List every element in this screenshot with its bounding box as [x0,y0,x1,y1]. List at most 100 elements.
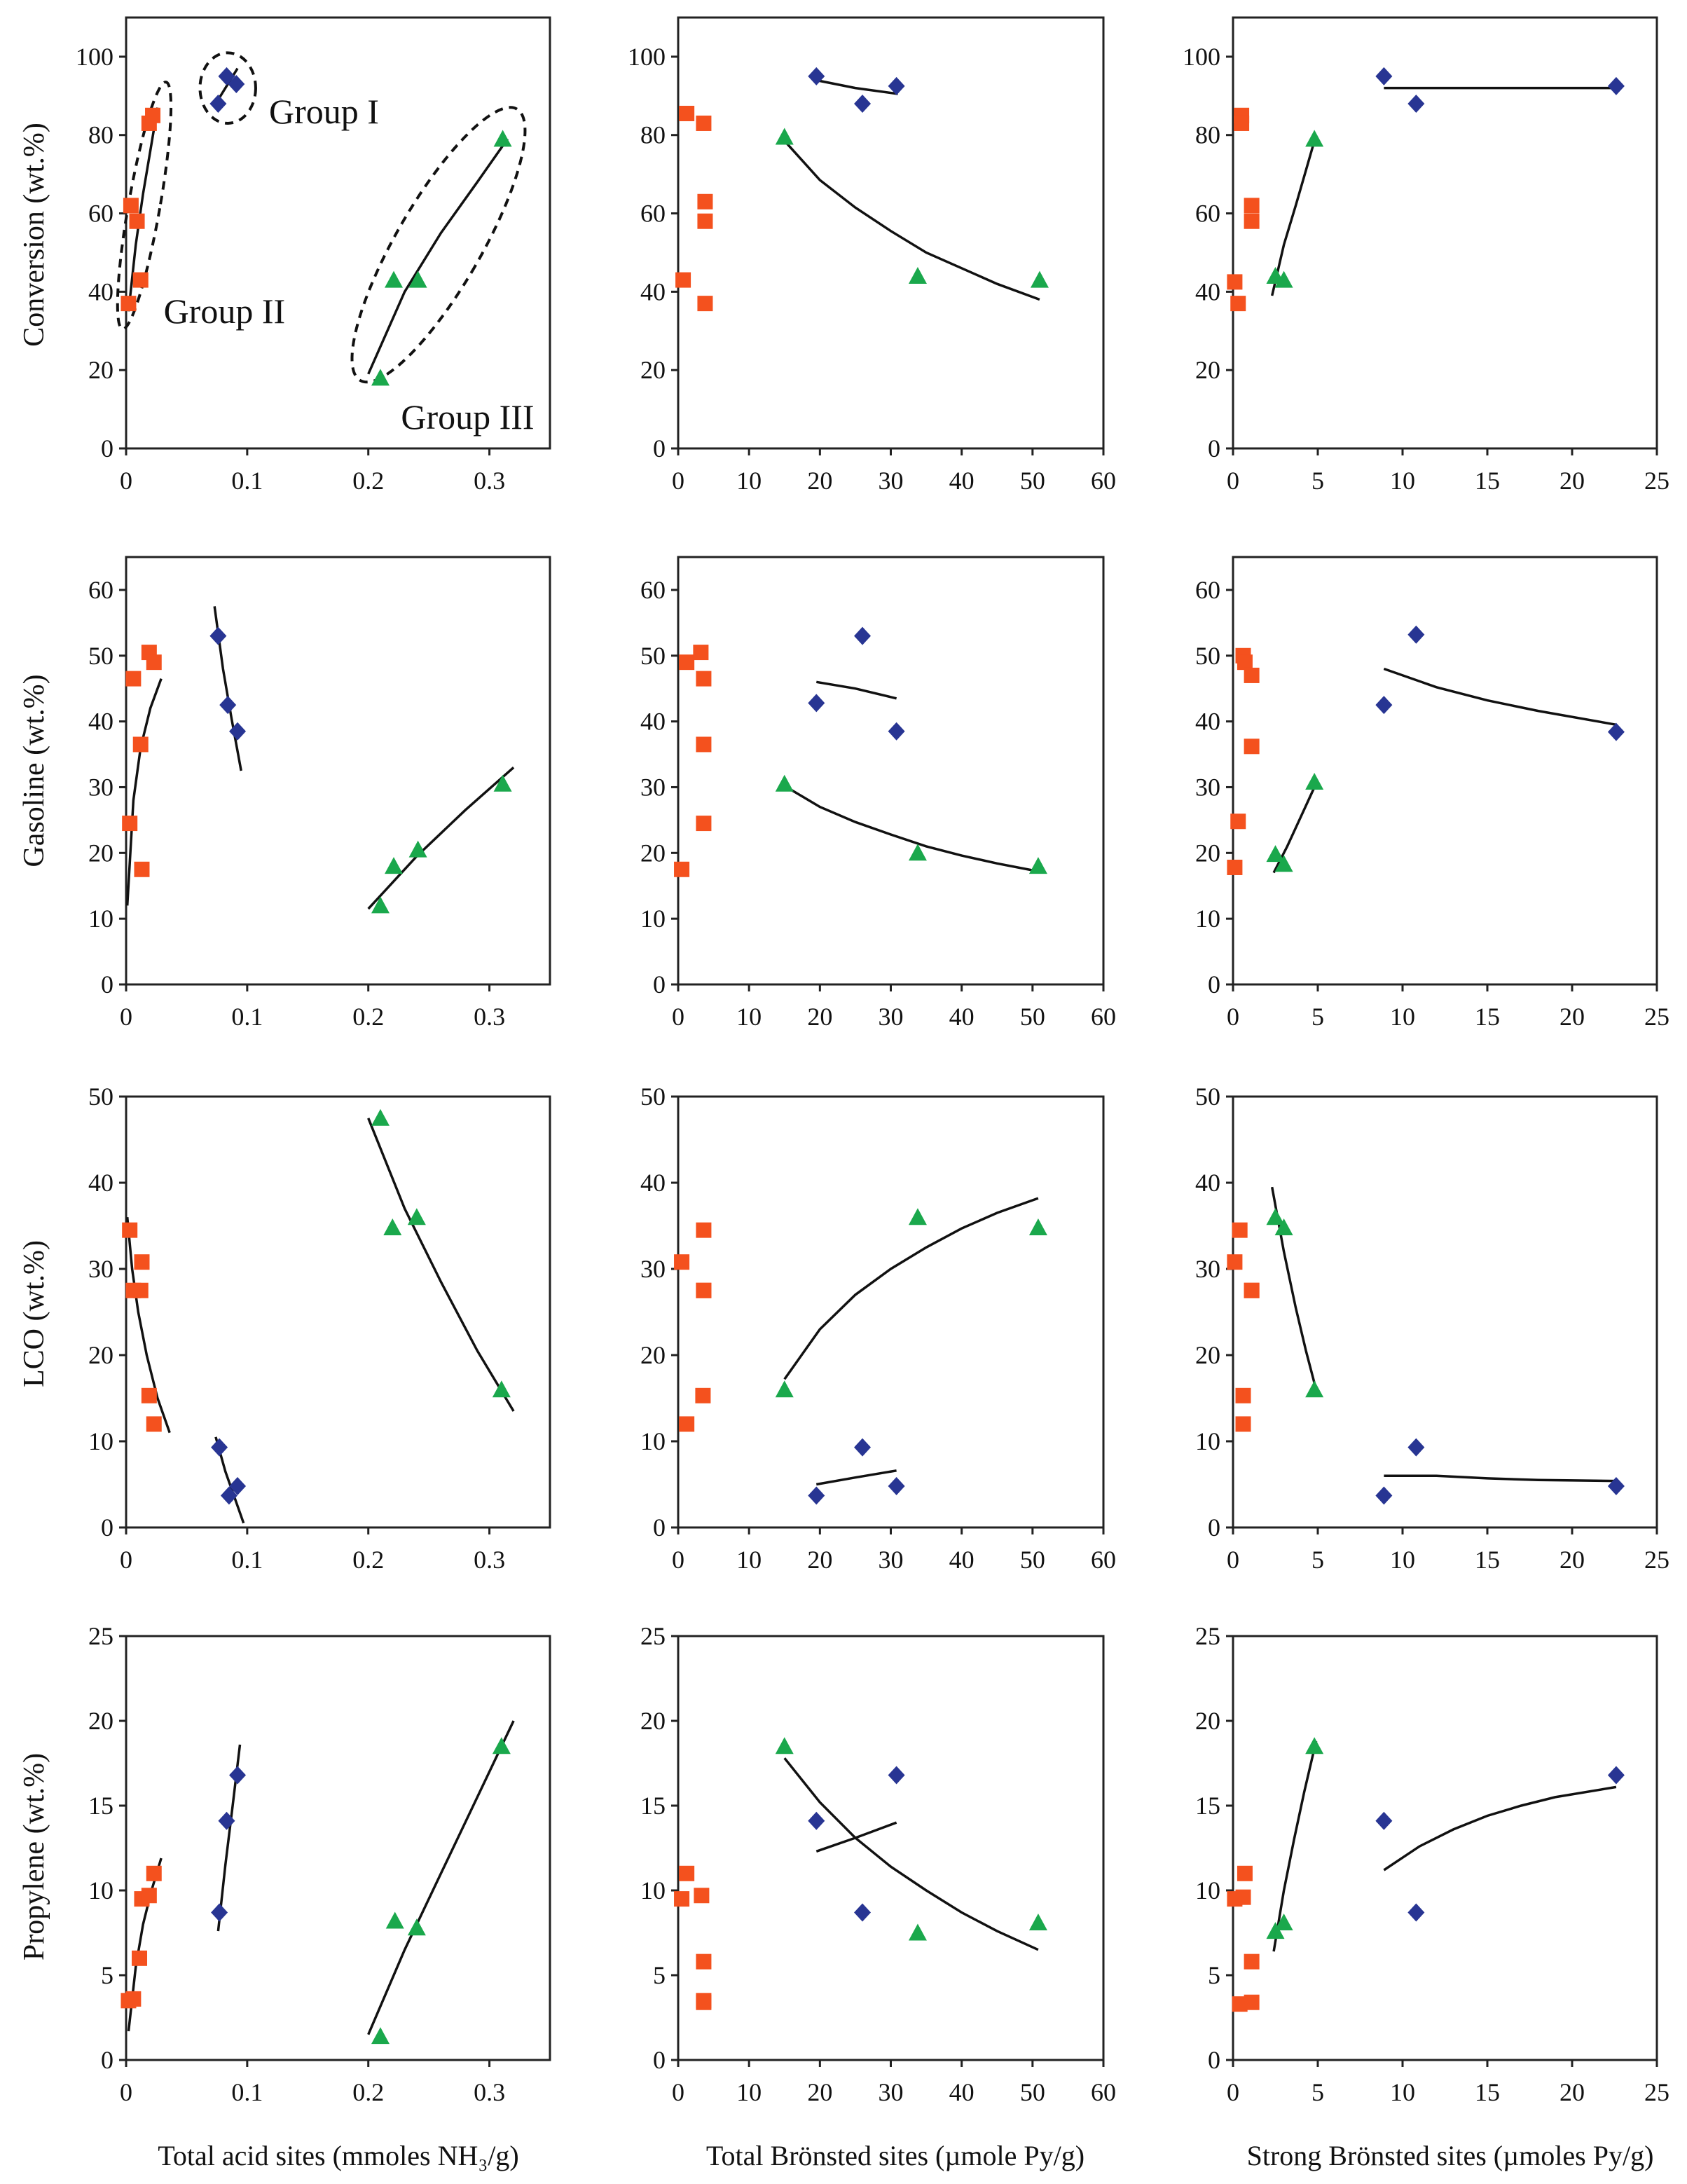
panel-conversion-vs-strong-bronsted: 0 20 40 60 80 100 0 5 10 15 20 25 [1183,16,1669,495]
y-tick-label: 30 [640,1255,666,1283]
y-tick-label: 30 [640,773,666,801]
data-point-group-i [1407,625,1425,644]
data-point-group-ii [125,1991,142,2007]
data-point-group-ii [129,213,145,229]
trend-line-group-i [1384,1474,1616,1483]
data-point-group-iii [385,270,404,288]
data-point-group-i [1607,76,1625,95]
y-tick-label: 10 [640,1427,666,1455]
data-point-group-i [854,626,872,645]
x-axis-label-col-1: Total acid sites (mmoles NH₃/g) [158,2140,519,2171]
plot-frame [125,1635,551,2061]
data-point-group-iii [775,1380,794,1398]
panel-propylene-vs-strong-bronsted: 0 5 10 15 20 25 0 5 10 15 20 25 [1195,1622,1669,2106]
x-tick-label: 0.2 [352,1546,384,1574]
plot-frame [1232,1635,1658,2061]
data-point-group-iii [1274,855,1293,872]
y-tick-label: 0 [1208,970,1220,998]
data-point-group-i [218,1811,235,1830]
y-tick-label: 60 [88,200,113,228]
data-point-group-ii [1244,1994,1260,2010]
y-tick-label: 40 [88,1169,113,1197]
data-point-group-iii [371,2027,390,2045]
data-point-group-iii [1305,1380,1324,1398]
plot-frame [677,556,1105,986]
data-point-group-iii [908,267,927,284]
x-tick-label: 10 [736,2078,762,2106]
plot-frame [125,16,551,450]
data-point-group-i [1375,67,1393,85]
data-point-group-iii [371,369,390,386]
y-tick-label: 25 [88,1622,113,1650]
data-point-group-ii [1244,739,1260,755]
y-tick-label: 0 [653,1513,666,1541]
data-point-group-i [1375,696,1393,715]
data-point-group-iii [908,1208,927,1225]
data-point-group-iii [1266,1922,1285,1939]
data-point-group-ii [696,1282,712,1298]
data-point-group-i [1407,1903,1425,1922]
data-point-group-ii [696,671,712,687]
y-tick-label: 50 [1195,642,1220,670]
data-point-group-iii [1305,1737,1324,1754]
y-tick-label: 40 [640,708,666,736]
data-point-group-i [229,1766,247,1785]
data-point-group-ii [675,272,691,288]
x-tick-label: 10 [736,467,762,495]
data-point-group-ii [1232,1996,1248,2012]
data-point-group-i [1375,1486,1393,1505]
data-point-group-iii [1028,1218,1047,1235]
data-point-group-i [1407,95,1425,113]
x-tick-label: 0.2 [352,467,384,495]
y-tick-label: 0 [653,2046,666,2074]
trend-line-group-iii [367,1720,515,2035]
trend-line-group-iii [367,138,509,375]
trend-line-group-i [1383,667,1617,727]
data-point-group-ii [122,1222,138,1238]
data-point-group-i [229,722,247,741]
x-tick-label: 0 [120,467,132,495]
y-tick-label: 100 [628,43,666,71]
plot-frame [125,1095,551,1529]
data-point-group-iii [492,1380,511,1398]
trend-line-group-ii [127,107,159,312]
data-point-group-i [1407,1438,1425,1457]
x-tick-label: 60 [1091,467,1116,495]
data-point-group-iii [383,1218,402,1235]
data-point-group-i [209,95,227,113]
y-tick-label: 20 [88,356,113,384]
data-point-group-iii [493,774,512,792]
annotation-group-i: Group I [269,92,379,131]
x-tick-label: 0 [120,1003,132,1031]
y-tick-label: 50 [88,1083,113,1111]
data-point-group-iii [1305,130,1324,147]
panel-conversion-vs-total-acid: 0 20 40 60 80 100 0 0.1 0.2 0.3 Group I Group II Gro… [76,16,551,495]
y-tick-label: 0 [101,434,113,462]
plot-frame [677,1635,1105,2061]
y-tick-label: 15 [640,1792,666,1820]
x-tick-label: 0 [120,1546,132,1574]
y-tick-label: 20 [1195,356,1220,384]
x-tick-label: 0.2 [352,2078,384,2106]
group-ellipse [198,51,257,125]
y-tick-label: 10 [88,1876,113,1904]
x-tick-label: 60 [1091,2078,1116,2106]
data-point-group-ii [1227,1254,1243,1270]
data-point-group-i [854,1903,872,1922]
data-point-group-ii [696,736,712,753]
data-point-group-ii [1235,1387,1251,1403]
x-tick-label: 0.1 [231,467,263,495]
trend-line-group-i [1383,1785,1617,1871]
y-tick-label: 15 [88,1792,113,1820]
data-point-group-i [229,1476,247,1495]
x-tick-label: 10 [736,1546,762,1574]
x-tick-label: 0 [672,1546,684,1574]
data-point-group-i [1607,1766,1625,1785]
data-point-group-i [808,1486,825,1505]
y-tick-label: 50 [88,642,113,670]
y-tick-label: 5 [653,1961,666,1989]
annotation-group-iii: Group III [401,397,534,437]
data-point-group-ii [141,1888,157,1904]
y-tick-label: 30 [88,773,113,801]
trend-line-group-i [815,78,898,95]
